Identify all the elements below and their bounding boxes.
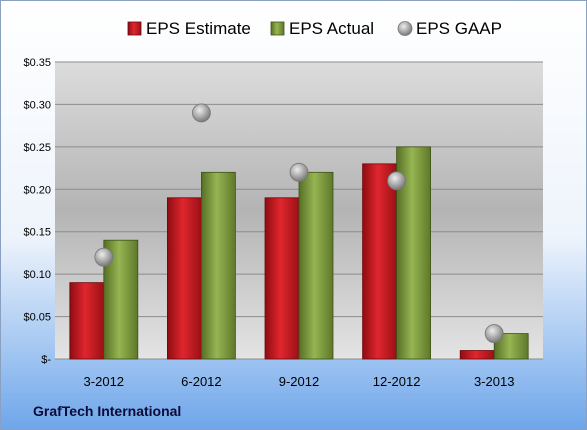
point-eps-gaap (484, 324, 504, 343)
bar-eps-estimate (362, 163, 398, 360)
bar-eps-actual (200, 171, 236, 360)
x-tick-label: 12-2012 (373, 374, 421, 389)
point-eps-gaap (387, 171, 407, 191)
legend-item-eps-actual: EPS Actual (270, 19, 374, 38)
bar-eps-estimate (264, 197, 300, 360)
y-tick-label: $0.25 (23, 142, 51, 154)
legend-item-eps-estimate: EPS Estimate (127, 19, 251, 38)
legend-swatch (127, 21, 142, 36)
gaap-points (94, 103, 504, 343)
company-name: GrafTech International (33, 403, 181, 419)
legend-swatch (270, 21, 285, 36)
x-tick-label: 3-2013 (474, 374, 514, 389)
legend-swatch (397, 21, 413, 36)
legend-label: EPS Estimate (146, 19, 251, 38)
point-eps-gaap (191, 103, 211, 123)
y-tick-label: $0.30 (23, 99, 51, 111)
point-eps-gaap (94, 247, 114, 267)
bar-eps-estimate (166, 197, 202, 360)
y-tick-label: $0.05 (23, 312, 51, 324)
point-eps-gaap (289, 162, 309, 182)
y-tick-label: $0.10 (23, 269, 51, 281)
y-tick-label: $0.20 (23, 184, 51, 196)
bar-eps-estimate (459, 350, 495, 360)
bar-eps-actual (298, 171, 334, 360)
y-tick-label: $0.15 (23, 227, 51, 239)
y-tick-label: $- (41, 354, 51, 366)
x-tick-label: 9-2012 (279, 374, 319, 389)
y-axis-ticks: $- $0.05 $0.10 $0.15 $0.20 $0.25 $0.30 $0.35 (23, 57, 51, 366)
bar-eps-estimate (69, 282, 105, 360)
legend-label: EPS Actual (289, 19, 374, 38)
bars (69, 146, 529, 360)
x-tick-label: 6-2012 (181, 374, 221, 389)
x-tick-label: 3-2012 (84, 374, 124, 389)
legend-label: EPS GAAP (416, 19, 502, 38)
legend-item-eps-gaap: EPS GAAP (397, 19, 502, 38)
y-tick-label: $0.35 (23, 57, 51, 69)
legend: EPS Estimate EPS Actual EPS GAAP (127, 19, 502, 38)
x-axis-labels: 3-2012 6-2012 9-2012 12-2012 3-2013 (84, 374, 515, 389)
